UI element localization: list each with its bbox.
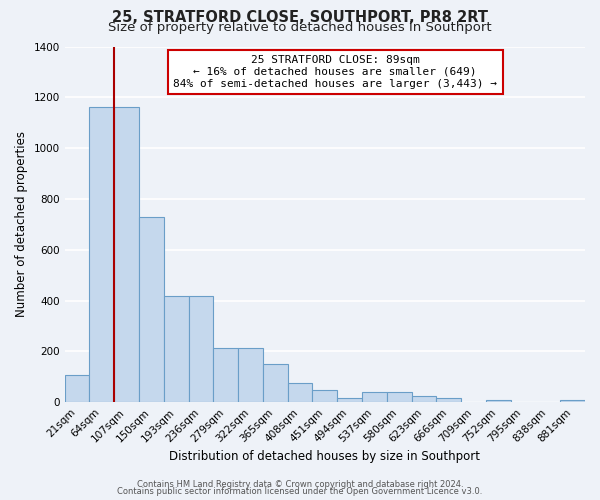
X-axis label: Distribution of detached houses by size in Southport: Distribution of detached houses by size … [169,450,481,462]
Bar [139,216,164,402]
Bar [486,400,511,402]
Text: 25, STRATFORD CLOSE, SOUTHPORT, PR8 2RT: 25, STRATFORD CLOSE, SOUTHPORT, PR8 2RT [112,10,488,25]
Bar [287,383,313,402]
Bar [412,396,436,402]
Text: Contains HM Land Registry data © Crown copyright and database right 2024.: Contains HM Land Registry data © Crown c… [137,480,463,489]
Bar [560,400,585,402]
Text: 25 STRATFORD CLOSE: 89sqm
← 16% of detached houses are smaller (649)
84% of semi: 25 STRATFORD CLOSE: 89sqm ← 16% of detac… [173,56,497,88]
Text: Size of property relative to detached houses in Southport: Size of property relative to detached ho… [108,21,492,34]
Bar [214,348,238,402]
Bar [65,375,89,402]
Bar [188,296,214,402]
Y-axis label: Number of detached properties: Number of detached properties [15,132,28,318]
Bar [387,392,412,402]
Bar [89,108,114,402]
Bar [263,364,287,402]
Bar [238,348,263,402]
Bar [337,398,362,402]
Bar [362,392,387,402]
Bar [436,398,461,402]
Bar [164,296,188,402]
Bar [114,108,139,402]
Bar [313,390,337,402]
Text: Contains public sector information licensed under the Open Government Licence v3: Contains public sector information licen… [118,487,482,496]
